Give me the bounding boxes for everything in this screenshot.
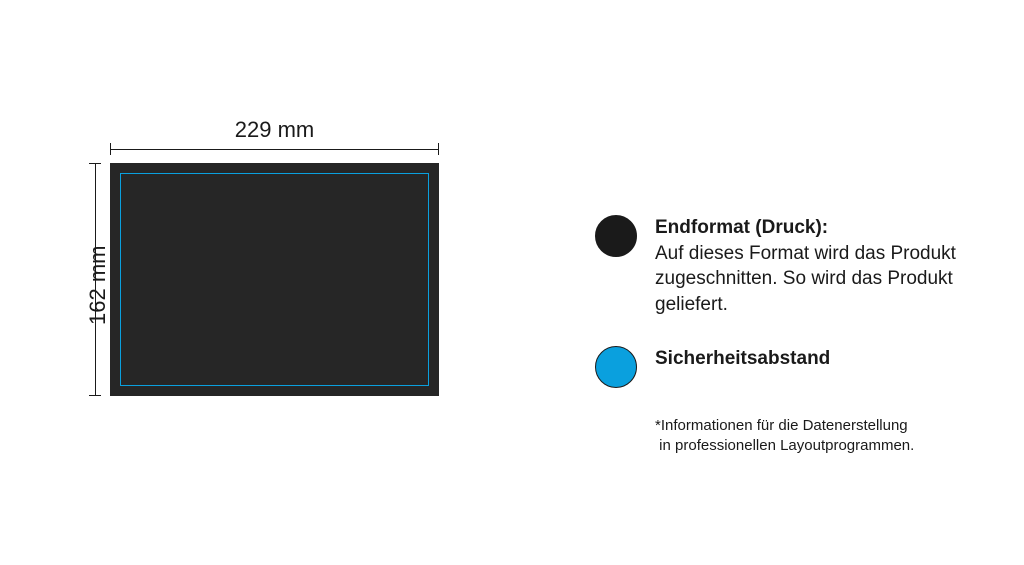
swatch-sicherheitsabstand xyxy=(595,346,637,388)
legend-item-endformat: Endformat (Druck): Auf dieses Format wir… xyxy=(595,215,995,318)
legend-footnote: *Informationen für die Datenerstellung i… xyxy=(595,416,995,457)
legend-text-sicherheitsabstand: Sicherheitsabstand xyxy=(655,346,830,372)
legend-item-sicherheitsabstand: Sicherheitsabstand xyxy=(595,346,995,388)
footnote-line: in professionellen Layoutprogrammen. xyxy=(655,437,914,454)
diagram-canvas: 229 mm 162 mm Endformat (Druck): Auf die… xyxy=(0,0,1024,565)
safety-margin-outline xyxy=(120,173,429,386)
legend-title: Endformat (Druck): xyxy=(655,217,828,238)
legend: Endformat (Druck): Auf dieses Format wir… xyxy=(595,215,995,456)
width-dimension-rule xyxy=(110,149,439,150)
footnote-line: *Informationen für die Datenerstellung xyxy=(655,417,908,434)
height-dimension-rule xyxy=(95,163,96,396)
legend-text-endformat: Endformat (Druck): Auf dieses Format wir… xyxy=(655,215,995,318)
width-dimension-label: 229 mm xyxy=(110,117,439,143)
legend-title: Sicherheitsabstand xyxy=(655,348,830,369)
swatch-endformat xyxy=(595,215,637,257)
product-box xyxy=(110,163,439,396)
height-dimension-label: 162 mm xyxy=(85,246,111,325)
legend-body: Auf dieses Format wird das Produkt zuges… xyxy=(655,243,956,315)
